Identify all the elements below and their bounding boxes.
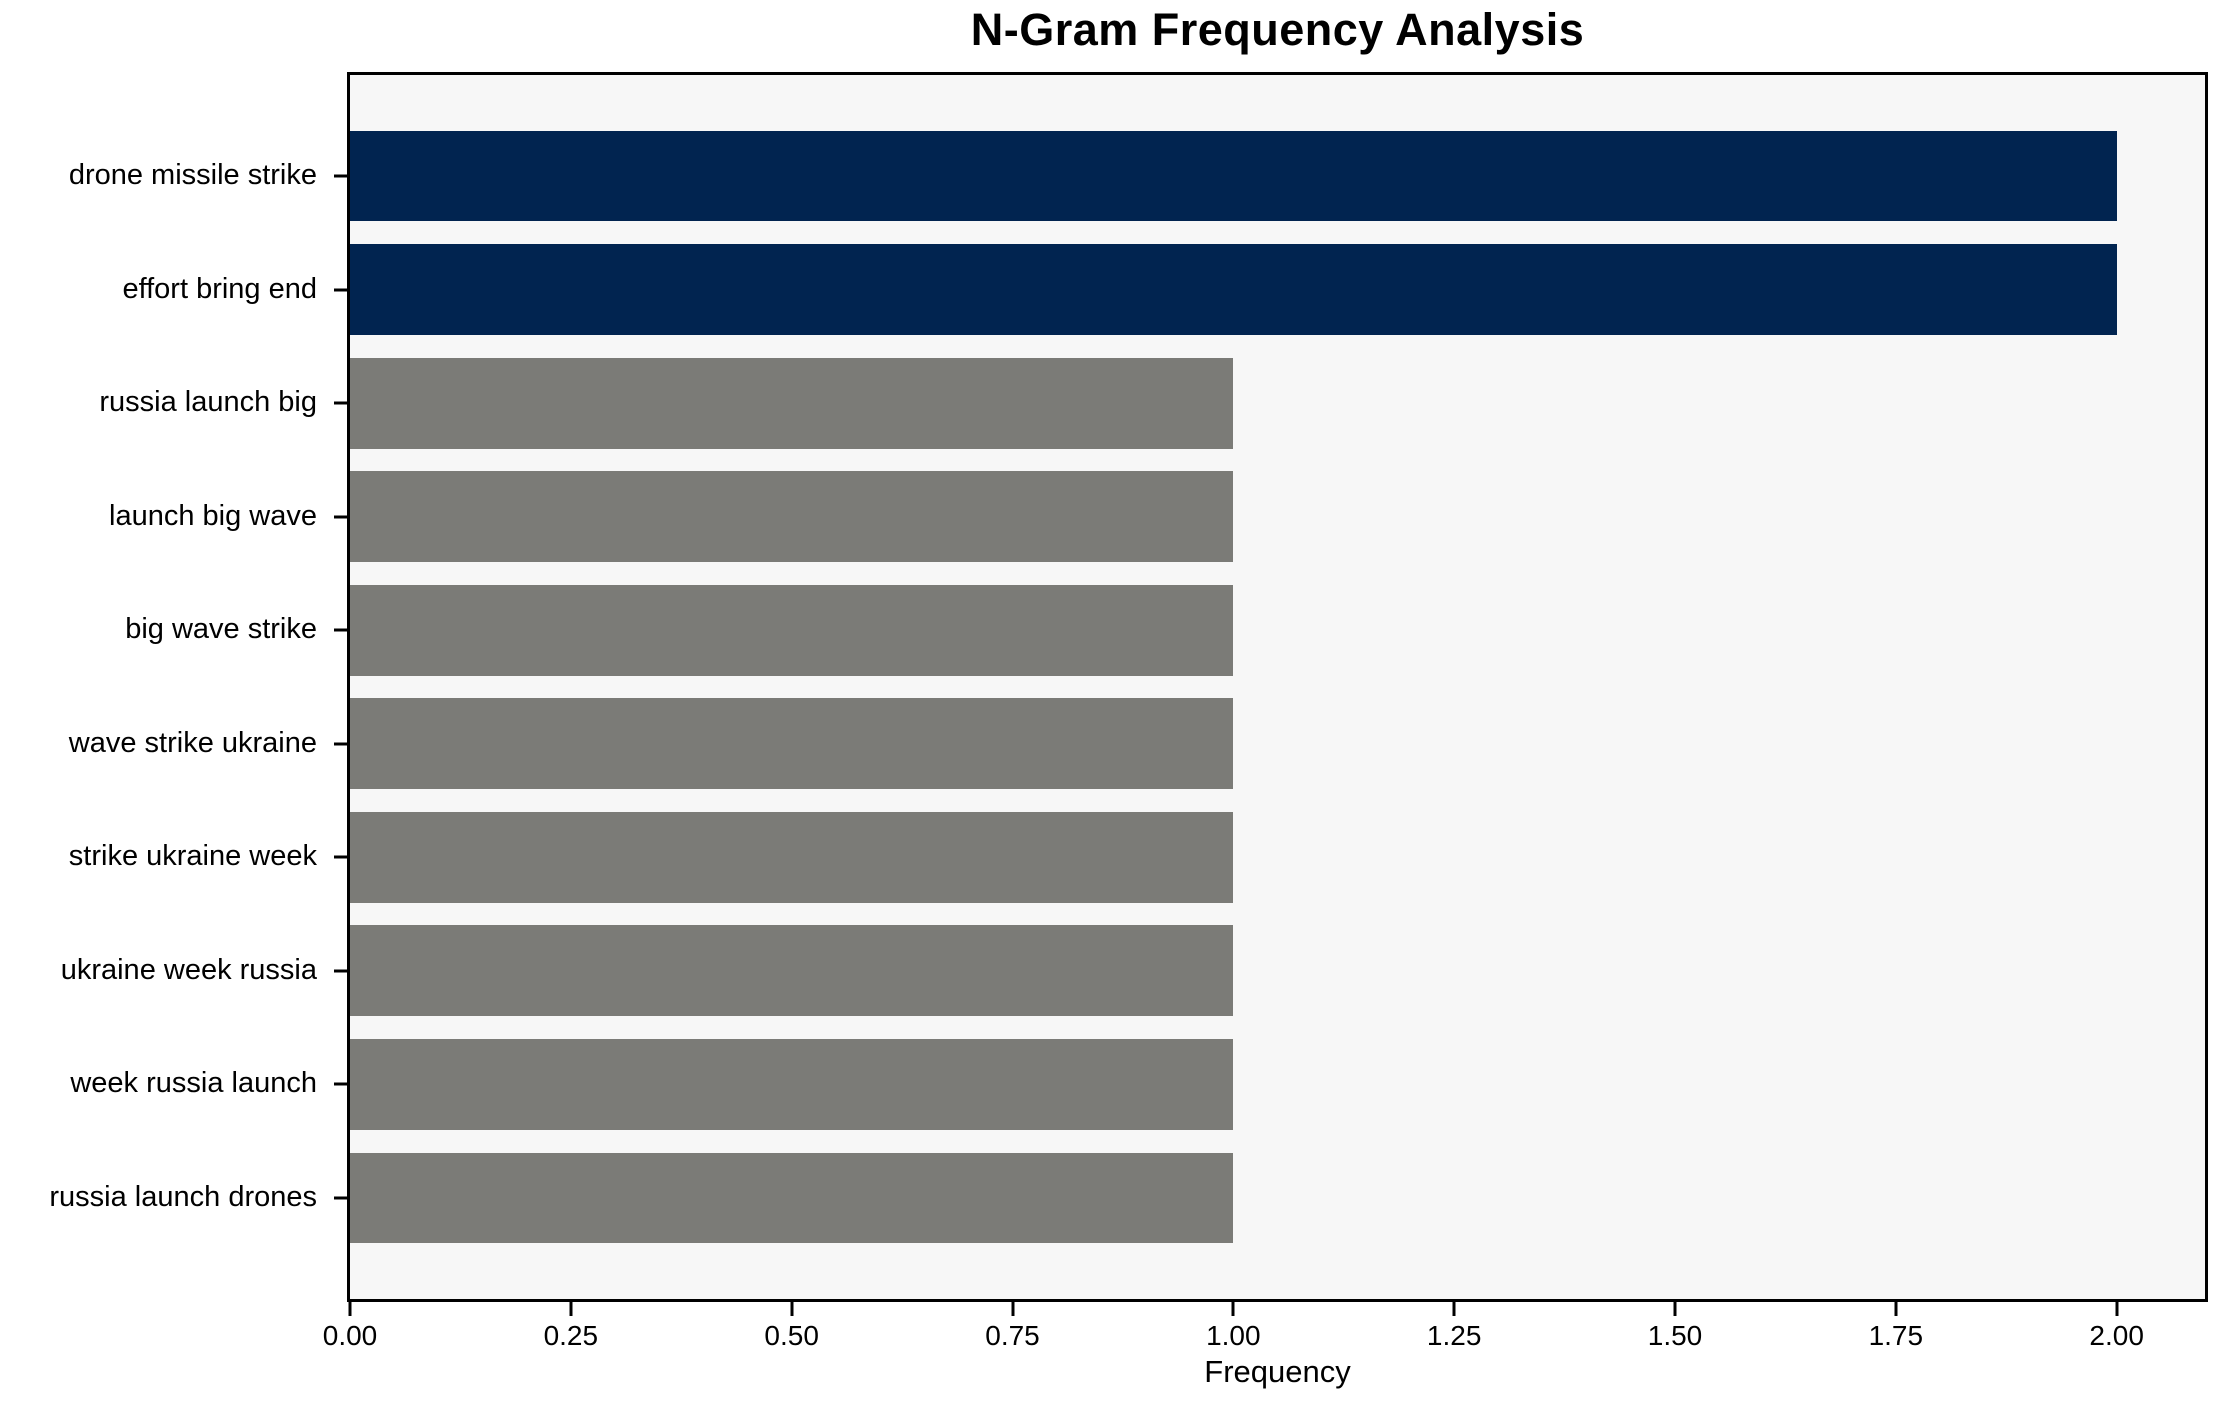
y-tick-label: ukraine week russia bbox=[60, 953, 317, 986]
bars-layer bbox=[350, 75, 2205, 1299]
y-tick-label: wave strike ukraine bbox=[68, 726, 317, 759]
bar-drone-missile-strike bbox=[350, 130, 2117, 222]
y-tick-label: big wave strike bbox=[125, 613, 317, 646]
bar-wave-strike-ukraine bbox=[350, 698, 1234, 790]
bar-week-russia-launch bbox=[350, 1038, 1234, 1130]
y-tick-label: drone missile strike bbox=[68, 158, 317, 191]
y-tick-mark bbox=[334, 515, 347, 519]
y-tick-mark bbox=[334, 288, 347, 292]
x-tick-label: 0.25 bbox=[543, 1320, 599, 1351]
y-tick-mark bbox=[334, 742, 347, 746]
x-tick-label: 0.50 bbox=[764, 1320, 819, 1351]
x-tick-mark bbox=[1894, 1302, 1898, 1316]
x-tick-mark bbox=[569, 1302, 573, 1316]
x-tick-mark bbox=[1452, 1302, 1456, 1316]
y-tick-label: russia launch big bbox=[99, 385, 317, 418]
y-tick-mark bbox=[334, 401, 347, 405]
bar-russia-launch-big bbox=[350, 357, 1234, 449]
y-tick-label: launch big wave bbox=[109, 499, 317, 532]
x-tick-mark bbox=[2115, 1302, 2119, 1316]
x-tick-mark bbox=[1673, 1302, 1677, 1316]
bar-big-wave-strike bbox=[350, 584, 1234, 676]
y-tick-mark bbox=[334, 969, 347, 973]
bar-ukraine-week-russia bbox=[350, 925, 1234, 1017]
x-tick-label: 0.75 bbox=[985, 1320, 1040, 1351]
y-tick-label: effort bring end bbox=[122, 272, 317, 305]
x-tick-label: 0.00 bbox=[322, 1320, 378, 1351]
y-tick-mark bbox=[334, 1082, 347, 1086]
x-tick-label: 1.75 bbox=[1868, 1320, 1924, 1351]
x-tick-mark bbox=[1011, 1302, 1014, 1316]
x-tick-label: 1.00 bbox=[1206, 1320, 1261, 1351]
y-tick-mark bbox=[334, 174, 347, 178]
bar-effort-bring-end bbox=[350, 244, 2117, 335]
x-tick-label: 1.25 bbox=[1426, 1320, 1482, 1351]
x-tick-label: 2.00 bbox=[2089, 1320, 2144, 1351]
y-tick-label: strike ukraine week bbox=[68, 840, 317, 873]
x-tick-mark bbox=[1231, 1302, 1235, 1316]
y-tick-label: russia launch drones bbox=[49, 1180, 317, 1213]
bar-russia-launch-drones bbox=[350, 1152, 1234, 1244]
y-tick-mark bbox=[334, 628, 347, 632]
plot-area bbox=[347, 72, 2208, 1302]
y-tick-label: week russia launch bbox=[70, 1067, 317, 1100]
y-tick-mark bbox=[334, 1196, 347, 1200]
x-tick-mark bbox=[348, 1302, 352, 1316]
y-tick-mark bbox=[334, 855, 347, 859]
bar-launch-big-wave bbox=[350, 471, 1234, 563]
chart-title: N-Gram Frequency Analysis bbox=[970, 4, 1585, 55]
x-tick-label: 1.50 bbox=[1647, 1320, 1703, 1351]
bar-strike-ukraine-week bbox=[350, 811, 1234, 903]
x-tick-mark bbox=[790, 1302, 794, 1316]
x-axis-label: Frequency bbox=[1204, 1354, 1351, 1389]
